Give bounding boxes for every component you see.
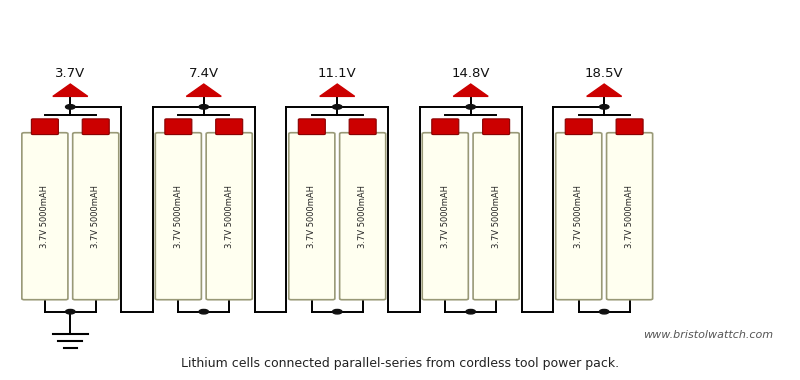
Text: 3.7V 5000mAH: 3.7V 5000mAH — [174, 185, 183, 248]
FancyBboxPatch shape — [73, 133, 118, 300]
FancyBboxPatch shape — [31, 119, 58, 135]
Circle shape — [599, 105, 609, 109]
FancyBboxPatch shape — [473, 133, 519, 300]
FancyBboxPatch shape — [482, 119, 510, 135]
FancyBboxPatch shape — [155, 133, 202, 300]
Circle shape — [333, 309, 342, 314]
Circle shape — [599, 309, 609, 314]
Circle shape — [66, 309, 75, 314]
Circle shape — [199, 309, 209, 314]
FancyBboxPatch shape — [556, 133, 602, 300]
Text: 11.1V: 11.1V — [318, 67, 357, 80]
FancyBboxPatch shape — [349, 119, 376, 135]
Text: 3.7V 5000mAH: 3.7V 5000mAH — [492, 185, 501, 248]
Text: 3.7V 5000mAH: 3.7V 5000mAH — [625, 185, 634, 248]
FancyBboxPatch shape — [432, 119, 458, 135]
Text: 3.7V 5000mAH: 3.7V 5000mAH — [358, 185, 367, 248]
Text: 3.7V 5000mAH: 3.7V 5000mAH — [307, 185, 316, 248]
FancyBboxPatch shape — [422, 133, 468, 300]
Polygon shape — [586, 84, 622, 97]
Text: 3.7V: 3.7V — [55, 67, 86, 80]
Text: Lithium cells connected parallel-series from cordless tool power pack.: Lithium cells connected parallel-series … — [181, 357, 619, 370]
Polygon shape — [454, 84, 488, 97]
FancyBboxPatch shape — [206, 133, 252, 300]
FancyBboxPatch shape — [298, 119, 326, 135]
Text: 3.7V 5000mAH: 3.7V 5000mAH — [91, 185, 100, 248]
FancyBboxPatch shape — [22, 133, 68, 300]
FancyBboxPatch shape — [616, 119, 643, 135]
Circle shape — [199, 105, 209, 109]
FancyBboxPatch shape — [566, 119, 592, 135]
FancyBboxPatch shape — [82, 119, 110, 135]
Polygon shape — [53, 84, 88, 97]
Circle shape — [333, 105, 342, 109]
Text: 3.7V 5000mAH: 3.7V 5000mAH — [441, 185, 450, 248]
Text: 3.7V 5000mAH: 3.7V 5000mAH — [225, 185, 234, 248]
FancyBboxPatch shape — [606, 133, 653, 300]
Circle shape — [466, 105, 475, 109]
Text: 7.4V: 7.4V — [189, 67, 219, 80]
Text: 3.7V 5000mAH: 3.7V 5000mAH — [574, 185, 583, 248]
Circle shape — [466, 309, 475, 314]
Text: www.bristolwattch.com: www.bristolwattch.com — [643, 330, 774, 340]
Polygon shape — [320, 84, 354, 97]
Text: 14.8V: 14.8V — [451, 67, 490, 80]
Circle shape — [66, 105, 75, 109]
Text: 3.7V 5000mAH: 3.7V 5000mAH — [40, 185, 50, 248]
FancyBboxPatch shape — [340, 133, 386, 300]
FancyBboxPatch shape — [165, 119, 192, 135]
Polygon shape — [186, 84, 222, 97]
Text: 18.5V: 18.5V — [585, 67, 623, 80]
FancyBboxPatch shape — [216, 119, 242, 135]
FancyBboxPatch shape — [289, 133, 335, 300]
